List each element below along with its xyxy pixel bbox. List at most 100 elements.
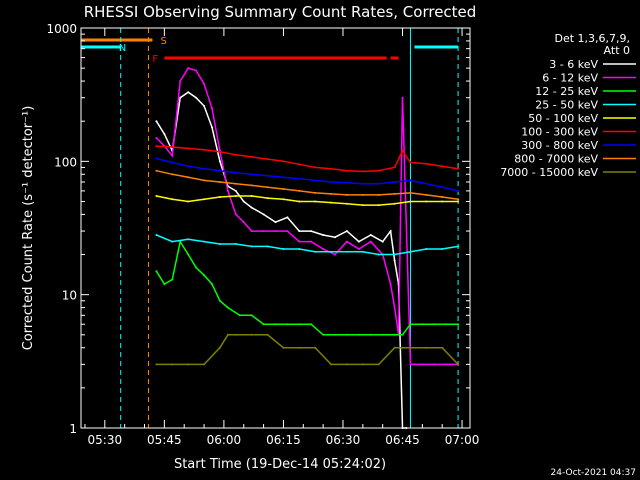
series-0-point — [274, 221, 277, 224]
y-axis-label: Corrected Count Rate (s⁻¹ detector⁻¹) — [21, 106, 36, 351]
x-tick-label: 05:45 — [147, 433, 182, 447]
series-1-point — [393, 306, 396, 309]
series-1-point — [322, 248, 325, 250]
legend-item-label: 7000 - 15000 keV — [500, 166, 598, 179]
series-6-point — [171, 161, 174, 164]
series-1-point — [203, 83, 206, 85]
series-5-point — [393, 166, 396, 169]
series-7-point — [171, 173, 174, 176]
series-2-point — [393, 333, 396, 336]
series-8-point — [345, 363, 348, 366]
series-3-point — [187, 238, 190, 241]
series-5-point — [441, 165, 444, 168]
series-0-point — [310, 230, 313, 233]
series-6-point — [298, 177, 301, 180]
plot-frame — [80, 27, 471, 429]
series-8-point — [226, 333, 229, 336]
series-3-point — [282, 248, 285, 250]
series-7-point — [345, 193, 348, 196]
series-0-point — [345, 230, 348, 233]
series-6-point — [187, 165, 190, 168]
series-lines — [155, 67, 460, 429]
series-7-point — [218, 181, 221, 183]
series-5-point — [345, 169, 348, 172]
series-7-point — [377, 193, 380, 196]
series-7-point — [441, 196, 444, 198]
series-3-point — [361, 250, 364, 253]
chart-title: RHESSI Observing Summary Count Rates, Co… — [84, 3, 477, 21]
series-8-point — [409, 346, 412, 349]
series-5-point — [266, 158, 269, 161]
legend-item-label: 50 - 100 keV — [528, 112, 598, 125]
x-tick-label: 06:30 — [326, 433, 361, 447]
series-2-point — [250, 314, 253, 317]
series-7-point — [298, 189, 301, 192]
series-7-point — [203, 179, 206, 182]
series-2-point — [286, 323, 289, 326]
series-1-point — [334, 253, 336, 256]
series-7-point — [187, 176, 190, 179]
series-0-point — [218, 160, 221, 163]
series-6-point — [266, 174, 269, 177]
series-2-point — [334, 333, 336, 336]
series-2-point — [369, 333, 372, 336]
series-5-point — [250, 155, 253, 158]
series-0-point — [369, 234, 372, 236]
series-0-point — [195, 96, 198, 99]
series-2-point — [155, 270, 158, 273]
series-5-point — [377, 169, 380, 172]
series-4-point — [361, 204, 364, 207]
series-2-point — [421, 323, 424, 326]
series-5-point — [314, 166, 317, 169]
series-3-point — [377, 253, 380, 256]
series-8-point — [282, 346, 285, 349]
series-4-point — [171, 198, 174, 201]
series-1-point — [155, 136, 158, 139]
series-2-point — [401, 333, 404, 336]
series-6-point — [361, 182, 364, 185]
series-7-point — [282, 188, 285, 190]
series-0-point — [286, 216, 289, 219]
x-axis-ticks: 05:30 05:45 06:00 06:15 06:30 06:45 07:00 — [84, 28, 479, 447]
series-7-point — [250, 184, 253, 187]
series-2-point — [226, 306, 229, 309]
series-2-point — [310, 323, 313, 326]
series-line-6 — [156, 157, 459, 192]
series-6-point — [409, 179, 412, 182]
series-1-point — [195, 69, 198, 72]
series-1-point — [401, 96, 404, 99]
x-tick-label: 05:30 — [88, 433, 123, 447]
series-6-point — [250, 173, 253, 176]
legend-item-label: 800 - 7000 keV — [514, 153, 598, 166]
series-line-3 — [156, 234, 459, 256]
series-4-point — [298, 200, 301, 203]
series-5-point — [171, 146, 174, 148]
series-0-point — [250, 206, 253, 209]
x-tick-label: 06:45 — [385, 433, 420, 447]
series-3-point — [171, 240, 174, 243]
series-1-point — [409, 363, 412, 366]
series-8-point — [401, 346, 404, 349]
legend-item-label: 25 - 50 keV — [535, 99, 598, 112]
flag-bars: S N F — [81, 36, 459, 65]
series-line-7 — [156, 169, 459, 200]
series-6-point — [393, 181, 396, 183]
series-8-point — [314, 346, 317, 349]
series-3-point — [457, 245, 460, 248]
series-0-point — [262, 213, 265, 216]
series-8-point — [393, 346, 396, 349]
series-3-point — [250, 245, 253, 248]
series-6-point — [155, 157, 158, 160]
series-7-point — [409, 191, 412, 194]
series-1-point — [179, 80, 182, 83]
series-4-point — [234, 195, 237, 197]
series-8-point — [171, 363, 174, 366]
legend-item-label: 300 - 800 keV — [521, 139, 598, 152]
series-4-point — [266, 197, 269, 200]
series-7-point — [155, 169, 158, 172]
series-1-point — [445, 363, 448, 366]
series-3-point — [234, 243, 237, 245]
series-8-point — [234, 333, 237, 336]
series-0-point — [179, 96, 182, 99]
series-3-point — [266, 245, 269, 248]
